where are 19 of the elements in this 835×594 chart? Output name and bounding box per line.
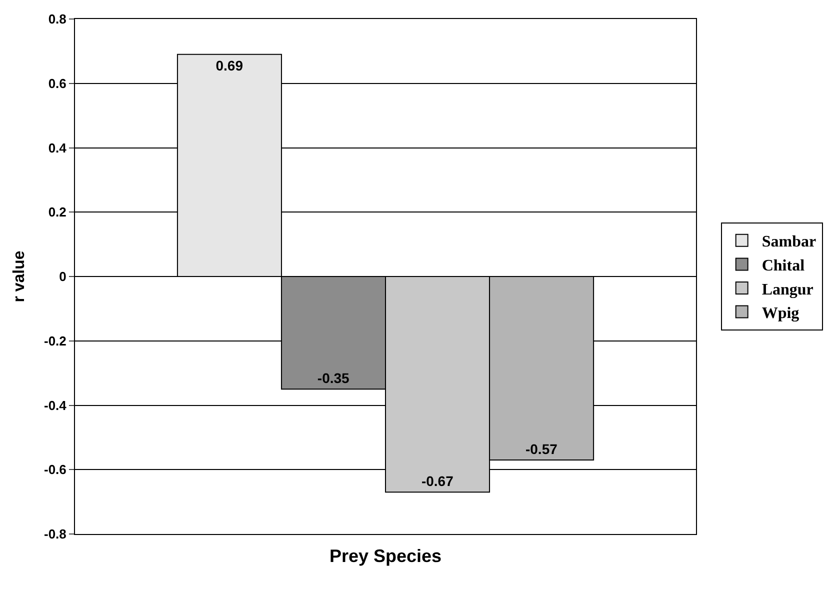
y-tick-label: -0.8	[44, 526, 66, 542]
y-tick-label: 0.2	[48, 204, 66, 220]
legend-label: Wpig	[762, 305, 800, 322]
y-tick-label: 0.6	[48, 76, 66, 91]
legend-label: Sambar	[762, 234, 816, 251]
legend-label: Langur	[762, 281, 814, 298]
x-axis-title: Prey Species	[329, 546, 442, 566]
y-tick-label: -0.6	[44, 462, 66, 478]
legend-label: Chital	[762, 257, 806, 274]
data-label: -0.57	[525, 440, 558, 457]
data-label: 0.69	[216, 57, 244, 74]
y-tick-label: 0.4	[48, 140, 68, 156]
data-label: -0.67	[421, 473, 454, 490]
y-tick-label: -0.2	[44, 333, 66, 348]
y-tick-label: 0	[59, 269, 66, 284]
y-axis-title: r value	[10, 250, 28, 302]
y-tick-label: -0.4	[44, 398, 68, 413]
data-label: -0.35	[317, 370, 350, 386]
y-tick-label: 0.8	[48, 12, 66, 27]
